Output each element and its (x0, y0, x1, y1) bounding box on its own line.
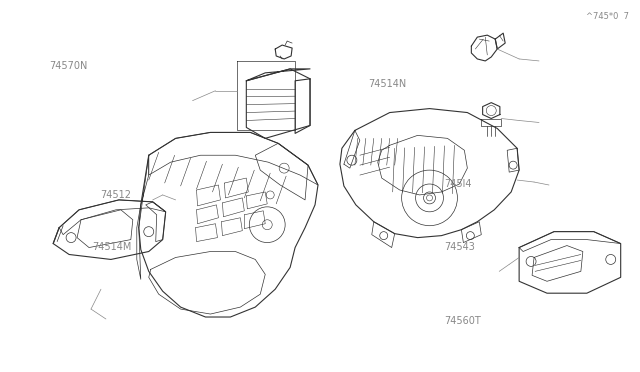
Text: ^745*0  7: ^745*0 7 (586, 12, 629, 21)
Text: 745l4: 745l4 (444, 179, 472, 189)
Text: 74514M: 74514M (93, 242, 132, 252)
Text: 74543: 74543 (444, 242, 475, 252)
Text: 74514N: 74514N (368, 80, 406, 89)
Text: 74570N: 74570N (49, 61, 88, 71)
Text: 74512: 74512 (100, 190, 131, 200)
Text: 74560T: 74560T (444, 316, 481, 326)
